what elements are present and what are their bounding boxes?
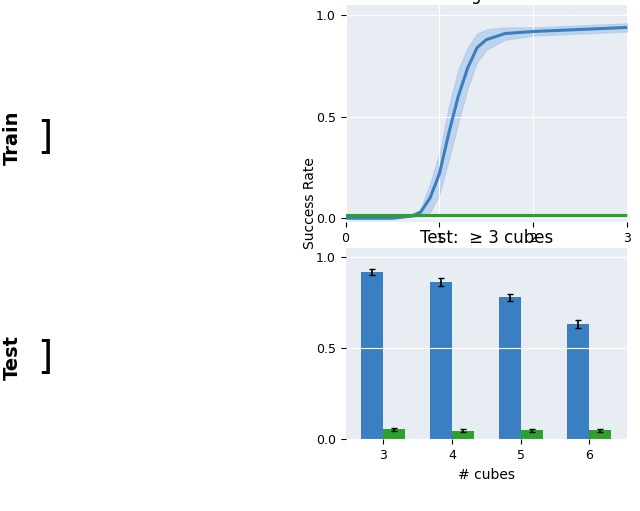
Bar <box>430 282 452 439</box>
Text: Test: Test <box>3 335 22 380</box>
Bar <box>499 297 521 439</box>
Text: ]: ] <box>37 339 52 377</box>
Bar <box>362 272 383 439</box>
X-axis label: # cubes: # cubes <box>458 468 515 482</box>
Bar <box>589 430 611 439</box>
Bar <box>452 431 474 439</box>
Bar <box>383 429 405 439</box>
Text: Success Rate: Success Rate <box>303 157 317 249</box>
Bar <box>521 430 543 439</box>
Text: ]: ] <box>37 119 52 157</box>
Text: Train: Train <box>3 111 22 165</box>
Bar <box>568 324 589 439</box>
Title: Training: 3 cubes: Training: 3 cubes <box>415 0 557 4</box>
Title: Test:  ≥ 3 cubes: Test: ≥ 3 cubes <box>420 229 553 247</box>
X-axis label: Samples: Samples <box>457 250 516 265</box>
